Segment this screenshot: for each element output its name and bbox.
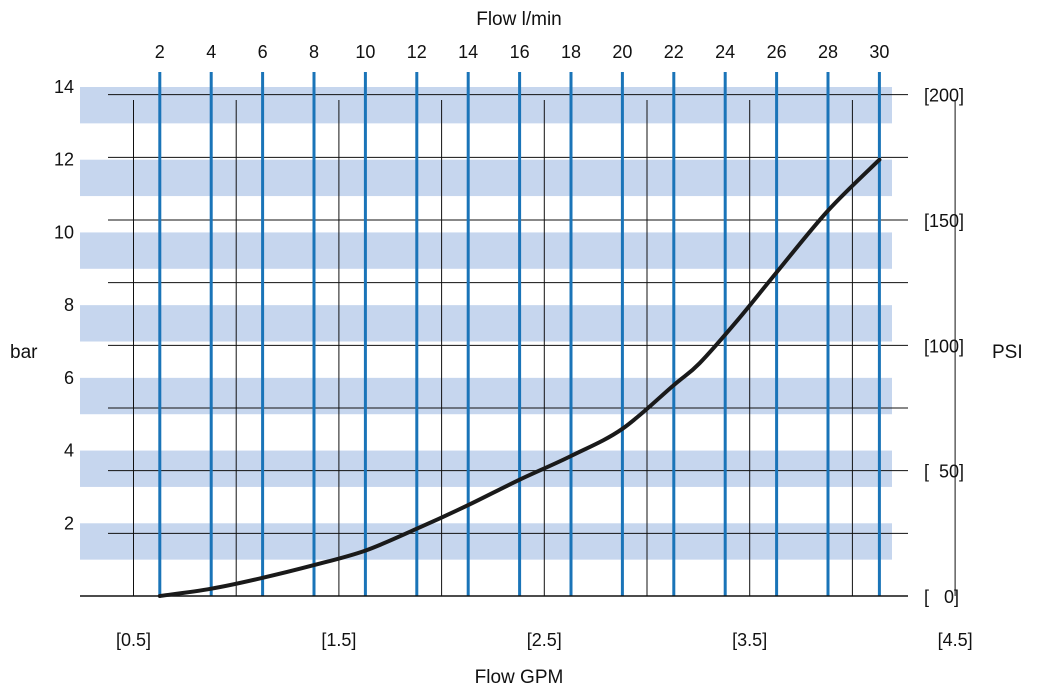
lpm-gridlines: [158, 72, 881, 596]
right-tick-label: [ 0]: [924, 587, 959, 607]
band-3-4: [80, 450, 892, 487]
top-tick-label: 26: [767, 42, 787, 62]
bottom-tick-label: [3.5]: [732, 630, 767, 650]
top-tick-label: 10: [355, 42, 375, 62]
bottom-tick-label: [0.5]: [116, 630, 151, 650]
left-tick-label: 6: [64, 368, 74, 388]
band-1-2: [80, 523, 892, 560]
left-tick-label: 4: [64, 441, 74, 461]
band-11-12: [80, 159, 892, 197]
bottom-tick-label: [4.5]: [938, 630, 973, 650]
band-9-10: [80, 232, 892, 269]
top-tick-label: 20: [612, 42, 632, 62]
pressure-curve: [157, 157, 882, 598]
top-tick-label: 24: [715, 42, 735, 62]
left-tick-label: 2: [64, 513, 74, 533]
band-7-8: [80, 305, 892, 342]
tick-labels: 2 4 6 8 10 12 14 16 18 20 22 24 26 28 30[0.5] [1.5] [2.5…: [54, 42, 973, 650]
right-tick-label: [150]: [924, 211, 964, 231]
top-tick-label: 18: [561, 42, 581, 62]
top-tick-label: 30: [869, 42, 889, 62]
right-axis-title: PSI: [992, 342, 1023, 363]
top-tick-label: 8: [309, 42, 319, 62]
pressure-line: [157, 157, 882, 598]
bottom-axis-title: Flow GPM: [475, 667, 564, 688]
left-tick-label: 8: [64, 295, 74, 315]
top-tick-label: 14: [458, 42, 478, 62]
left-tick-label: 12: [54, 150, 74, 170]
top-tick-label: 4: [206, 42, 216, 62]
top-tick-label: 2: [155, 42, 165, 62]
top-tick-label: 6: [258, 42, 268, 62]
top-tick-label: 28: [818, 42, 838, 62]
top-tick-label: 22: [664, 42, 684, 62]
left-axis-title: bar: [10, 342, 38, 363]
left-tick-label: 14: [54, 77, 74, 97]
band-13-14: [80, 87, 892, 124]
band-5-6: [80, 377, 892, 415]
horizontal-bands: [80, 87, 892, 560]
right-tick-label: [200]: [924, 86, 964, 106]
top-axis-title: Flow l/min: [476, 9, 562, 30]
bottom-tick-label: [1.5]: [321, 630, 356, 650]
bottom-tick-label: [2.5]: [527, 630, 562, 650]
left-tick-label: 10: [54, 222, 74, 242]
top-tick-label: 16: [510, 42, 530, 62]
psi-gridlines: [108, 94, 908, 534]
right-tick-label: [100]: [924, 336, 964, 356]
gpm-gridlines: [133, 100, 956, 596]
top-tick-label: 12: [407, 42, 427, 62]
right-tick-label: [ 50]: [924, 462, 964, 482]
